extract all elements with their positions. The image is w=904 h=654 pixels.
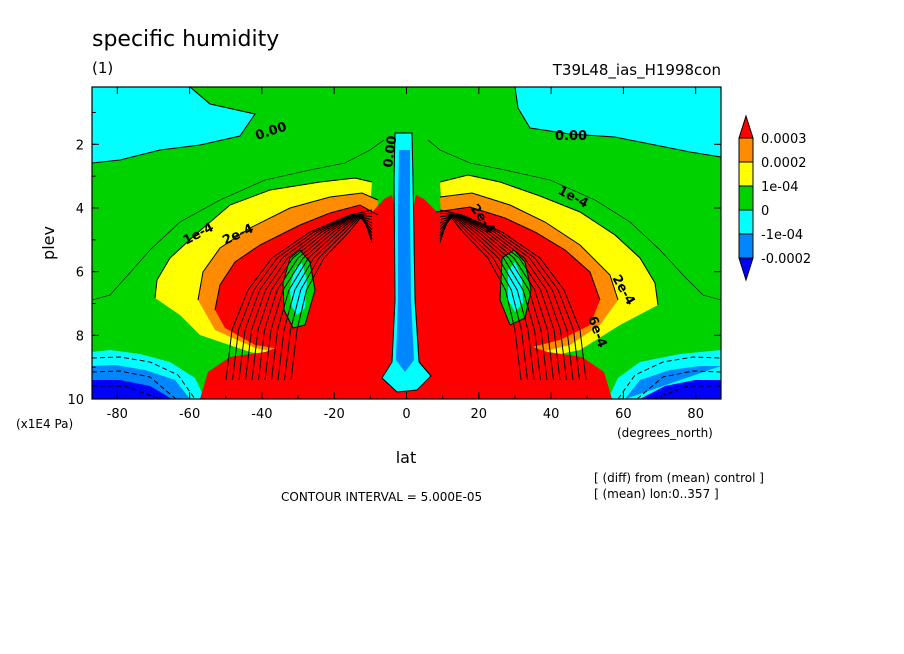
near-surface-neg3-right [640,380,721,399]
dashed-contour-right-1 [617,356,721,399]
y-axis-unit: (x1E4 Pa) [16,417,73,431]
x-tick-label: 60 [615,407,632,422]
colorbar-label: 0 [761,204,769,219]
chart-subtitle: (1) [92,59,113,77]
x-axis-unit: (degrees_north) [617,426,713,440]
contour-thin-right [427,139,721,301]
note-mean: [ (mean) lon:0..357 ] [594,487,719,501]
contour-1e4-right [439,174,659,306]
dense-contours-left [225,209,373,381]
y-tick-label: 8 [76,329,84,344]
contour-equatorial-column [381,132,432,393]
dense-contour-left [277,214,373,381]
colorbar-swatch [738,233,754,259]
x-tick-label: -20 [324,407,345,422]
dense-contour-left [271,214,373,381]
dense-contour-right [439,214,528,381]
dashed-surface-contours [92,356,721,399]
contour-pocket-left [282,249,316,329]
chart-title: specific humidity [92,27,279,52]
colorbar-swatch [738,137,754,163]
y-tick-label: 2 [76,138,84,153]
dense-contour-right [439,214,548,381]
contour-3e4-right [435,206,601,301]
y-axis: 2 4 6 8 10 [67,111,721,408]
dense-contour-left [258,214,373,381]
x-tick-label: 20 [471,407,488,422]
colorbar-label: -0.0002 [761,252,811,267]
contour-3e4-left [214,204,379,311]
x-axis-label: lat [396,448,417,467]
x-tick-label: 40 [543,407,560,422]
y-tick-label: 4 [76,202,84,217]
dense-contour-left [290,213,373,381]
dense-contours-right [439,209,587,381]
dense-contour-left [232,212,373,381]
dense-contour-right [439,213,522,381]
colorbar-swatch [738,161,754,187]
main-moist-body-fill [200,195,612,399]
contour-label: 0.00 [381,135,400,169]
x-axis: -80 -60 -40 -20 0 20 40 60 80 [107,87,704,422]
neg-region-upper-right [515,87,721,157]
contour-zero-upper-left [92,87,256,164]
dense-contour-right [439,212,580,381]
dashed-contour-left-1 [92,356,196,399]
contour-interval: CONTOUR INTERVAL = 5.000E-05 [281,490,482,504]
dense-contour-left [284,214,373,381]
dense-contour-right [439,209,587,381]
colorbar-label: 0.0002 [761,156,807,171]
near-surface-neg2-right [625,366,721,399]
colorbar-label: 0.0003 [761,132,807,147]
experiment-label: T39L48_ias_H1998con [552,61,721,80]
dense-contour-left [225,209,373,381]
colorbar: 0.0003 0.0002 1e-04 0 -1e-04 -0.0002 [738,114,811,282]
colorbar-swatch [738,185,754,211]
dense-contour-left [251,214,373,381]
colorbar-label: -1e-04 [761,228,803,243]
equatorial-column-inner [396,150,414,372]
x-tick-label: -60 [179,407,200,422]
contour-lines [92,87,721,393]
contour-2e4-right [439,192,619,301]
x-tick-label: 0 [402,407,410,422]
colorbar-bottom-arrow [738,257,754,282]
dense-contour-left [264,214,373,381]
contour-label: 0.00 [555,129,587,144]
contour-2e4-left [197,192,379,301]
colorbar-top-arrow [738,114,754,139]
y-tick-label: 10 [67,393,84,408]
contour-zero-upper-right [514,87,721,158]
dashed-contour-right-3 [652,385,721,399]
dense-contour-right [439,214,574,381]
dense-contour-right [439,214,535,381]
dashed-contour-left-2 [92,370,177,399]
contour-1e4-left [154,177,373,299]
x-tick-label: -80 [107,407,128,422]
dense-contour-right [439,214,554,381]
x-tick-label: 80 [687,407,704,422]
near-surface-neg3-left [92,380,172,399]
dense-contour-left [245,214,373,381]
dashed-contour-left-3 [92,385,161,399]
x-tick-label: -40 [251,407,272,422]
dense-contour-right [439,214,561,381]
colorbar-label: 1e-04 [761,180,799,195]
colorbar-swatch [738,209,754,235]
dense-contour-right [439,214,541,381]
y-axis-label: plev [39,226,58,260]
contour-field [92,87,721,399]
y-tick-label: 6 [76,266,84,281]
neg-region-upper-left [92,87,255,163]
contour-thin-left [92,139,385,301]
dashed-contour-right-2 [636,370,721,399]
note-diff: [ (diff) from (mean) control ] [594,471,764,485]
dense-contour-right [439,214,567,381]
dense-contour-left [238,214,373,381]
